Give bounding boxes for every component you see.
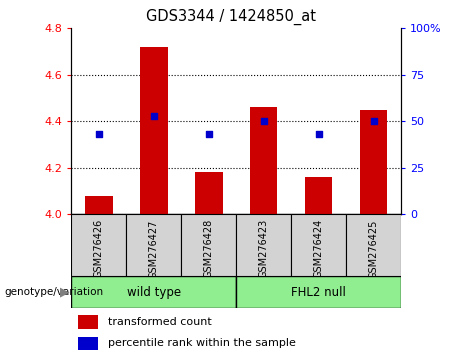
Text: GSM276423: GSM276423 xyxy=(259,219,269,278)
Bar xyxy=(140,47,168,214)
Point xyxy=(205,131,213,137)
Point xyxy=(370,118,377,124)
Bar xyxy=(250,107,278,214)
FancyBboxPatch shape xyxy=(71,214,126,276)
FancyBboxPatch shape xyxy=(291,214,346,276)
Text: percentile rank within the sample: percentile rank within the sample xyxy=(108,338,296,348)
Bar xyxy=(305,177,332,214)
Text: transformed count: transformed count xyxy=(108,317,212,327)
Bar xyxy=(360,110,387,214)
Text: genotype/variation: genotype/variation xyxy=(5,287,104,297)
FancyBboxPatch shape xyxy=(346,214,401,276)
Point xyxy=(260,118,267,124)
FancyBboxPatch shape xyxy=(78,337,98,350)
Text: FHL2 null: FHL2 null xyxy=(291,286,346,298)
Point xyxy=(315,131,322,137)
Point xyxy=(95,131,103,137)
Bar xyxy=(195,172,223,214)
FancyBboxPatch shape xyxy=(126,214,181,276)
Text: GSM276427: GSM276427 xyxy=(149,219,159,279)
FancyBboxPatch shape xyxy=(78,315,98,329)
Text: GSM276428: GSM276428 xyxy=(204,219,214,278)
Bar xyxy=(85,195,112,214)
Text: GSM276424: GSM276424 xyxy=(313,219,324,278)
Point xyxy=(150,113,158,119)
Text: wild type: wild type xyxy=(127,286,181,298)
Text: GSM276426: GSM276426 xyxy=(94,219,104,278)
FancyBboxPatch shape xyxy=(236,276,401,308)
FancyBboxPatch shape xyxy=(236,214,291,276)
Text: GDS3344 / 1424850_at: GDS3344 / 1424850_at xyxy=(146,9,315,25)
FancyBboxPatch shape xyxy=(181,214,236,276)
FancyBboxPatch shape xyxy=(71,276,236,308)
Text: GSM276425: GSM276425 xyxy=(369,219,378,279)
Text: ▶: ▶ xyxy=(59,286,69,298)
